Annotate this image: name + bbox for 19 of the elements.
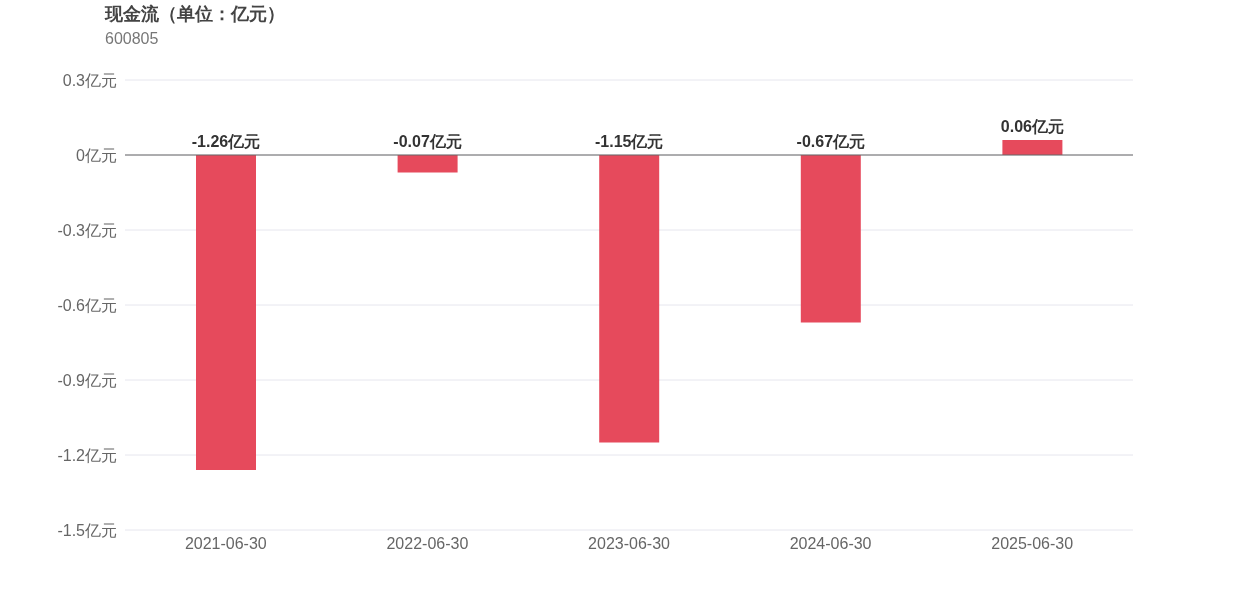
x-tick-label: 2021-06-30 [184,535,267,553]
y-tick-label: -0.6亿元 [57,296,117,314]
x-tick-label: 2023-06-30 [588,535,671,553]
data-label: -0.07亿元 [393,133,462,150]
chart-subtitle: 600805 [105,30,159,48]
x-tick-label: 2022-06-30 [386,535,469,553]
y-tick-label: 0亿元 [76,146,117,164]
x-tick-label: 2025-06-30 [991,535,1074,553]
data-label: -0.67亿元 [796,133,866,150]
y-tick-label: 0.3亿元 [62,71,117,89]
y-tick-label: -0.3亿元 [57,221,117,239]
y-tick-label: -1.5亿元 [57,521,117,539]
chart-title: 现金流（单位：亿元） [105,3,285,26]
y-tick-label: -0.9亿元 [57,371,117,389]
data-label: 0.06亿元 [1000,118,1064,135]
data-label: -1.15亿元 [594,133,664,150]
data-label: -1.26亿元 [191,133,261,150]
y-tick-label: -1.2亿元 [57,446,117,464]
x-tick-label: 2024-06-30 [789,535,872,553]
